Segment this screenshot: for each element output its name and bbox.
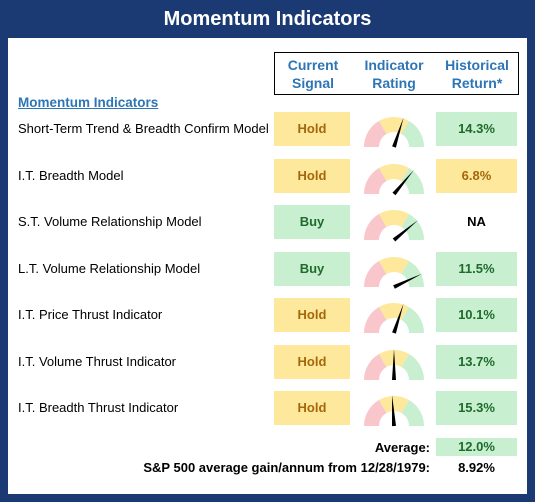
signal-badge: Buy: [274, 205, 350, 239]
historical-return-value: 10.1%: [436, 298, 517, 332]
row-label: I.T. Price Thrust Indicator: [18, 307, 163, 322]
average-value: 12.0%: [436, 438, 517, 456]
average-label: Average:: [374, 440, 430, 455]
rating-gauge: [364, 303, 424, 334]
header-current-signal: Current Signal: [287, 57, 339, 91]
gauge-red-segment: [364, 121, 387, 147]
gauge-needle: [392, 303, 404, 334]
historical-return-value: 13.7%: [436, 344, 517, 379]
gauge-green-segment: [401, 214, 424, 240]
gauge-yellow-segment: [379, 256, 409, 274]
rating-gauge: [364, 256, 424, 289]
gauge-red-segment: [364, 400, 387, 426]
row-label: I.T. Breadth Model: [18, 167, 124, 183]
gauge-red-segment: [364, 214, 387, 240]
gauge-yellow-segment: [379, 303, 409, 321]
header-historical-return: Historical Return*: [445, 57, 509, 91]
signal-badge: Hold: [274, 391, 350, 425]
gauge-green-segment: [401, 353, 424, 380]
historical-return-value: 15.3%: [436, 391, 517, 425]
gauge-yellow-segment: [379, 210, 409, 228]
gauge-yellow-segment: [379, 396, 409, 414]
historical-return-value: NA: [467, 214, 486, 229]
signal-badge: Hold: [274, 344, 350, 379]
signal-badge: Hold: [274, 112, 350, 146]
rating-gauge: [364, 348, 424, 380]
historical-return-value: 6.8%: [436, 158, 517, 193]
section-title: Momentum Indicators: [18, 95, 159, 110]
signal-badge: Buy: [274, 251, 350, 286]
header-indicator-rating: Indicator Rating: [364, 57, 424, 91]
indicator-panel: Current Signal Indicator Rating Historic…: [8, 38, 527, 494]
gauge-green-segment: [401, 307, 424, 333]
gauge-needle: [392, 395, 396, 427]
gauge-needle: [392, 169, 414, 195]
rating-gauge: [364, 395, 424, 427]
rating-gauge: [364, 163, 424, 195]
rating-gauge: [364, 117, 424, 148]
signal-badge: Hold: [274, 158, 350, 193]
historical-return-value: 14.3%: [436, 112, 517, 146]
row-label: Short-Term Trend & Breadth Confirm Model: [18, 121, 269, 136]
gauge-needle: [392, 348, 396, 380]
gauge-yellow-segment: [379, 117, 409, 135]
gauge-green-segment: [401, 121, 424, 147]
gauge-green-segment: [401, 400, 424, 426]
gauge-needle: [393, 273, 423, 289]
page-title: Momentum Indicators: [163, 7, 372, 30]
gauge-yellow-segment: [379, 163, 409, 181]
sp500-label: S&P 500 average gain/annum from 12/28/19…: [143, 460, 430, 475]
row-label: S.T. Volume Relationship Model: [18, 214, 202, 229]
gauge-needle: [392, 220, 418, 242]
row-label: I.T. Breadth Thrust Indicator: [18, 400, 179, 415]
signal-badge: Hold: [274, 298, 350, 332]
gauge-green-segment: [401, 260, 424, 287]
row-label: L.T. Volume Relationship Model: [18, 260, 201, 276]
rating-gauge: [364, 210, 424, 242]
column-header-box: [274, 52, 519, 95]
gauge-red-segment: [364, 167, 387, 194]
gauge-needle: [392, 117, 404, 148]
historical-return-value: 11.5%: [436, 251, 517, 286]
gauge-red-segment: [364, 353, 387, 380]
gauge-red-segment: [364, 307, 387, 333]
sp500-value: 8.92%: [458, 460, 495, 475]
row-label: I.T. Volume Thrust Indicator: [18, 353, 176, 369]
gauge-green-segment: [401, 167, 424, 194]
gauge-red-segment: [364, 260, 387, 287]
